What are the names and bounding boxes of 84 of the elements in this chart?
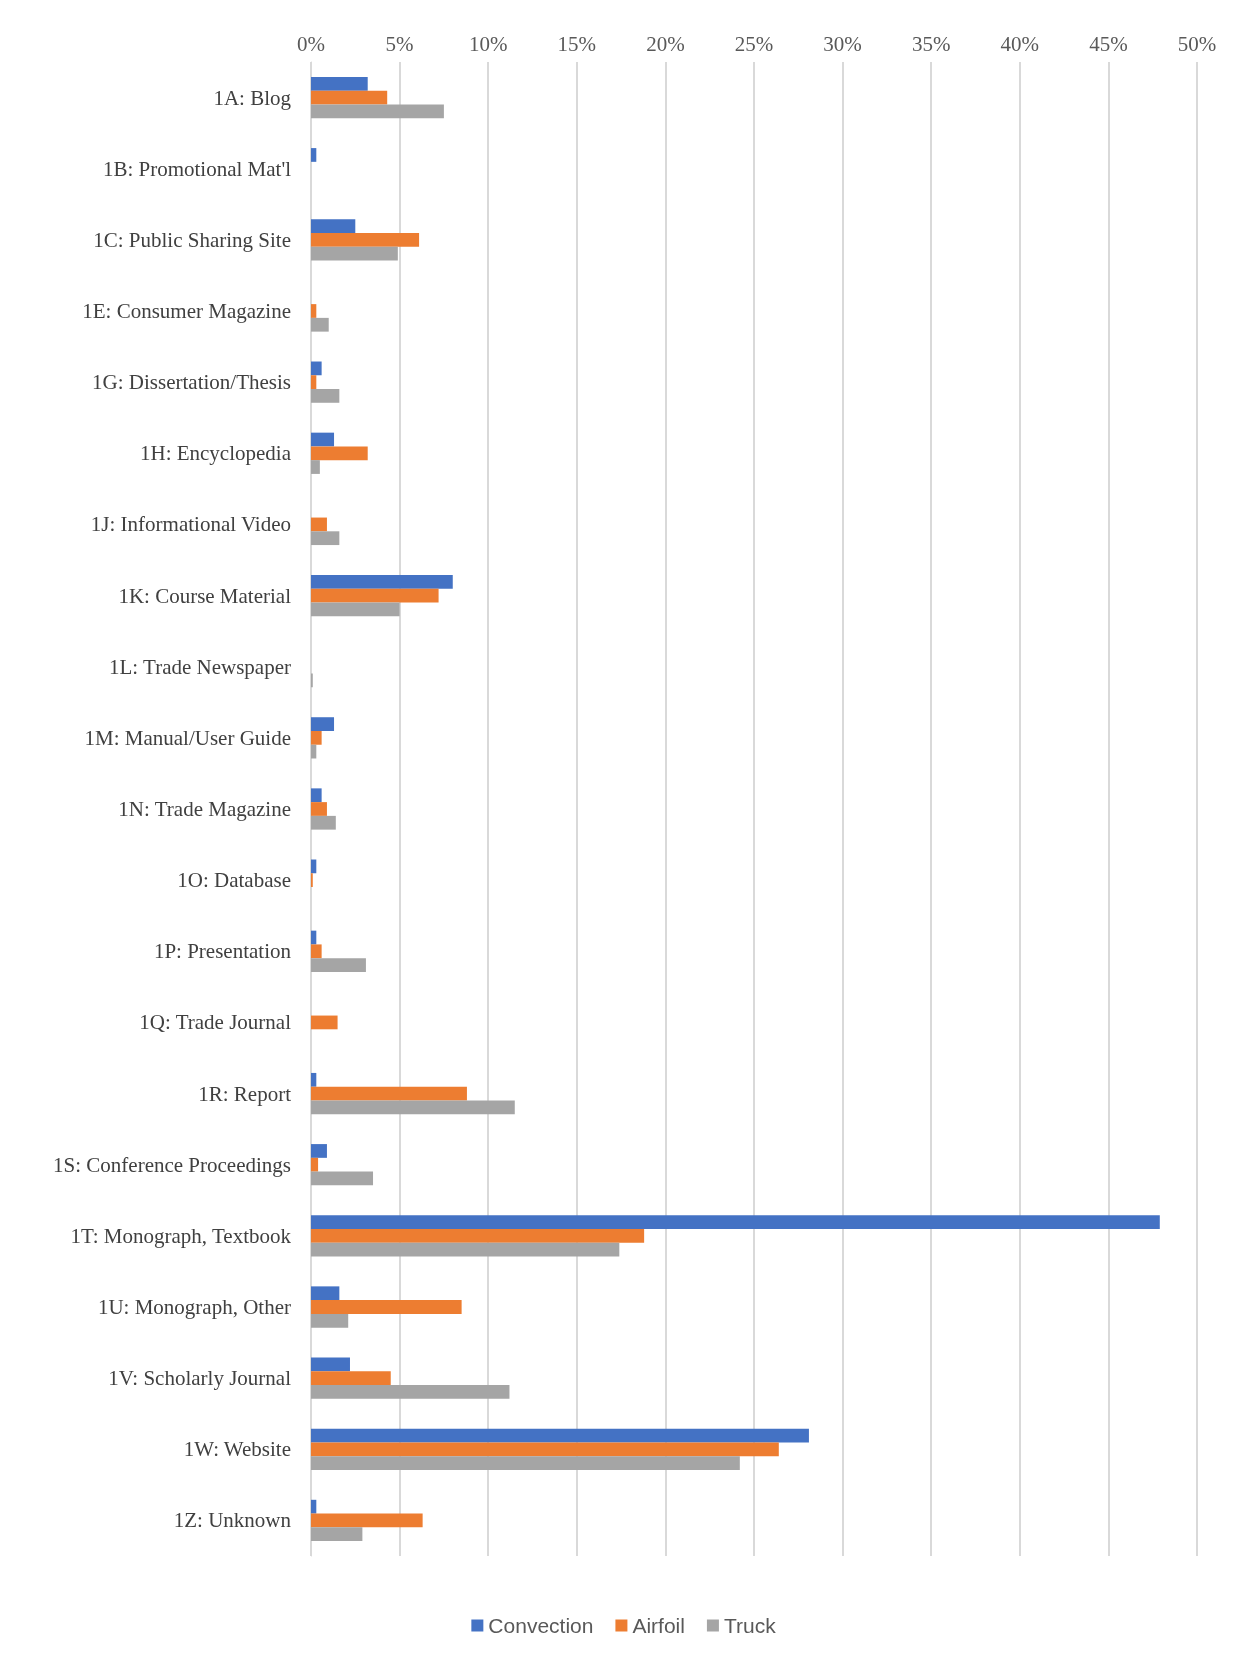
bar: [311, 76, 368, 91]
bar: [311, 1499, 317, 1514]
bar: [311, 1442, 779, 1457]
bar: [311, 446, 368, 461]
bar: [311, 317, 329, 332]
y-tick-label: 1A: Blog: [213, 85, 292, 110]
bar: [311, 788, 322, 803]
bar: [311, 517, 327, 532]
bar: [311, 246, 398, 261]
bar: [311, 1215, 1160, 1229]
y-tick-label: 1K: Course Material: [118, 583, 292, 608]
bar: [311, 1371, 391, 1386]
bar: [311, 90, 388, 105]
bar: [311, 1286, 340, 1301]
bar: [311, 730, 322, 745]
y-tick-label: 1Q: Trade Journal: [139, 1010, 292, 1035]
bar: [311, 1015, 338, 1030]
bar: [311, 460, 320, 474]
y-tick-label: 1C: Public Sharing Site: [93, 227, 291, 252]
legend-label: Truck: [723, 1614, 777, 1637]
bar: [311, 1313, 349, 1328]
x-tick-label: 5%: [385, 31, 414, 56]
bar: [311, 717, 335, 731]
y-tick-label: 1G: Dissertation/Thesis: [92, 370, 291, 395]
legend-label: Airfoil: [632, 1614, 685, 1637]
y-tick-label: 1P: Presentation: [153, 939, 292, 964]
bar: [311, 1100, 515, 1115]
legend-label: Convection: [488, 1614, 594, 1637]
y-tick-label: 1H: Encyclopedia: [139, 441, 292, 466]
y-tick-label: 1E: Consumer Magazine: [82, 299, 291, 323]
y-tick-label: 1R: Report: [198, 1081, 292, 1106]
bar: [311, 1242, 620, 1257]
bar: [311, 1385, 510, 1399]
y-tick-label: 1L: Trade Newspaper: [109, 654, 291, 679]
bar: [311, 802, 327, 816]
x-tick-label: 50%: [1177, 31, 1217, 56]
bar: [311, 1228, 645, 1243]
y-tick-label: 1J: Informational Video: [90, 512, 291, 537]
bar: [311, 219, 356, 233]
bar: [311, 1527, 363, 1542]
x-tick-label: 20%: [646, 31, 685, 56]
bar: [311, 375, 317, 390]
x-tick-label: 0%: [297, 31, 325, 56]
bar: [311, 1456, 740, 1470]
bar: [311, 1171, 374, 1186]
x-tick-label: 25%: [734, 31, 774, 56]
bar: [311, 1357, 350, 1372]
x-tick-label: 40%: [1000, 31, 1040, 56]
bar: [311, 1086, 467, 1101]
bar: [311, 958, 366, 972]
bar: [311, 588, 439, 603]
bar: [311, 1144, 327, 1158]
bar: [311, 1157, 319, 1172]
bar: [311, 304, 317, 318]
bar: [311, 232, 420, 247]
bar: [311, 815, 336, 830]
x-tick-label: 15%: [557, 31, 597, 56]
x-tick-label: 30%: [823, 31, 862, 56]
y-tick-label: 1S: Conference Proceedings: [53, 1152, 291, 1177]
bar: [311, 1300, 462, 1314]
bar: [311, 1428, 809, 1443]
bar: [311, 1072, 317, 1087]
y-tick-label: 1Z: Unknown: [173, 1508, 292, 1533]
y-tick-label: 1W: Website: [183, 1437, 291, 1462]
y-tick-label: 1B: Promotional Mat'l: [102, 156, 292, 181]
bar: [311, 602, 400, 617]
x-tick-label: 45%: [1089, 31, 1128, 56]
y-tick-label: 1M: Manual/User Guide: [84, 725, 291, 750]
bar: [311, 389, 340, 403]
bar: [311, 148, 317, 162]
y-tick-label: 1N: Trade Magazine: [118, 797, 291, 821]
bar: [311, 104, 444, 119]
bar: [311, 361, 322, 376]
y-tick-label: 1U: Monograph, Other: [97, 1295, 291, 1319]
bar: [311, 574, 453, 589]
bar: [311, 531, 340, 546]
bar: [311, 944, 322, 959]
x-tick-label: 10%: [468, 31, 508, 56]
y-tick-label: 1V: Scholarly Journal: [108, 1366, 292, 1391]
y-tick-label: 1T: Monograph, Textbook: [70, 1223, 292, 1248]
x-tick-label: 35%: [911, 31, 951, 56]
bar: [311, 432, 335, 447]
bar: [311, 1513, 423, 1528]
y-tick-label: 1O: Database: [177, 868, 291, 893]
